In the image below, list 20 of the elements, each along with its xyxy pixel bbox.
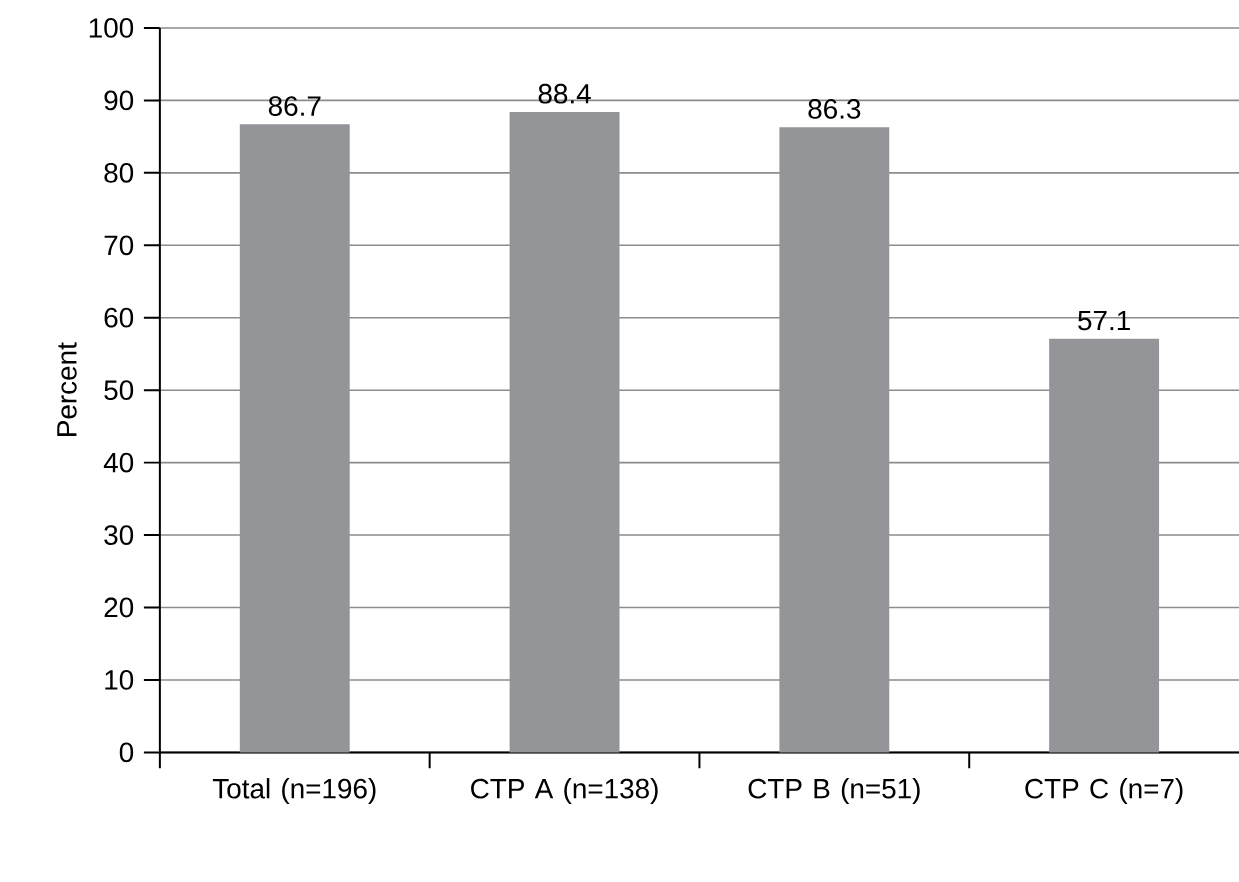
y-tick-label: 20 — [104, 597, 134, 618]
x-tick-label: CTP C (n=7) — [1025, 777, 1183, 804]
data-label: 88.4 — [538, 83, 591, 104]
x-tick-label: Total (n=196) — [212, 777, 376, 804]
data-label: 57.1 — [1078, 310, 1130, 331]
y-tick-label: 0 — [119, 742, 134, 763]
y-tick-label: 100 — [89, 17, 134, 38]
y-tick-label: 70 — [104, 235, 134, 256]
y-tick-label: 60 — [104, 307, 134, 328]
y-tick-label: 90 — [104, 90, 134, 111]
data-label: 86.7 — [268, 96, 321, 116]
x-tick-label: CTP B (n=51) — [748, 777, 920, 804]
y-tick-label: 10 — [105, 669, 134, 690]
y-tick-label: 80 — [104, 162, 134, 183]
y-tick-label: 30 — [104, 525, 134, 545]
y-tick-label: 50 — [104, 380, 134, 400]
y-axis-title: Percent — [57, 342, 77, 436]
x-tick-label: CTP A (n=138) — [471, 777, 658, 804]
y-tick-label: 40 — [103, 452, 134, 473]
data-label: 86.3 — [808, 98, 861, 119]
